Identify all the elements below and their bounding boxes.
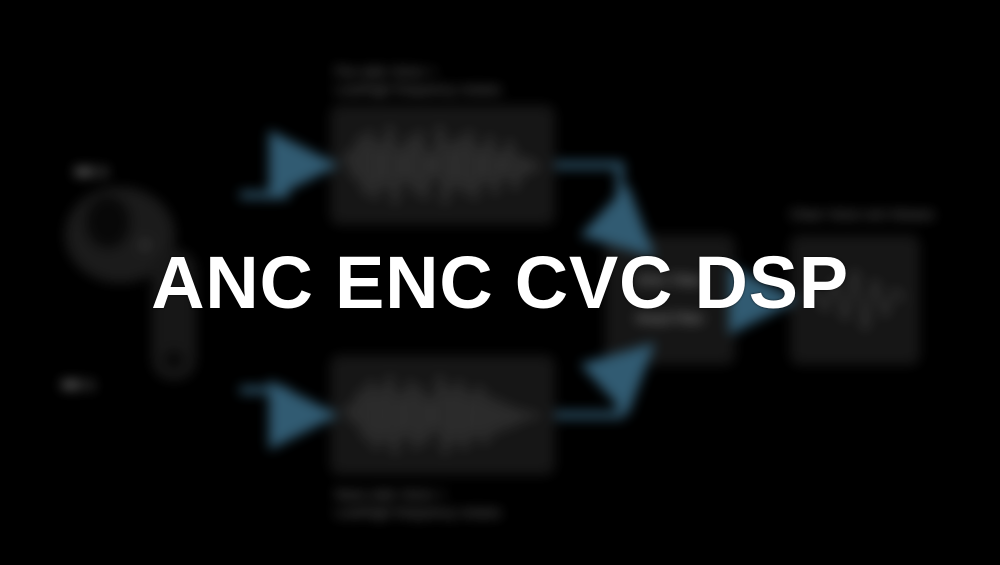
overlay-title: ANC ENC CVC DSP [0, 0, 1000, 565]
